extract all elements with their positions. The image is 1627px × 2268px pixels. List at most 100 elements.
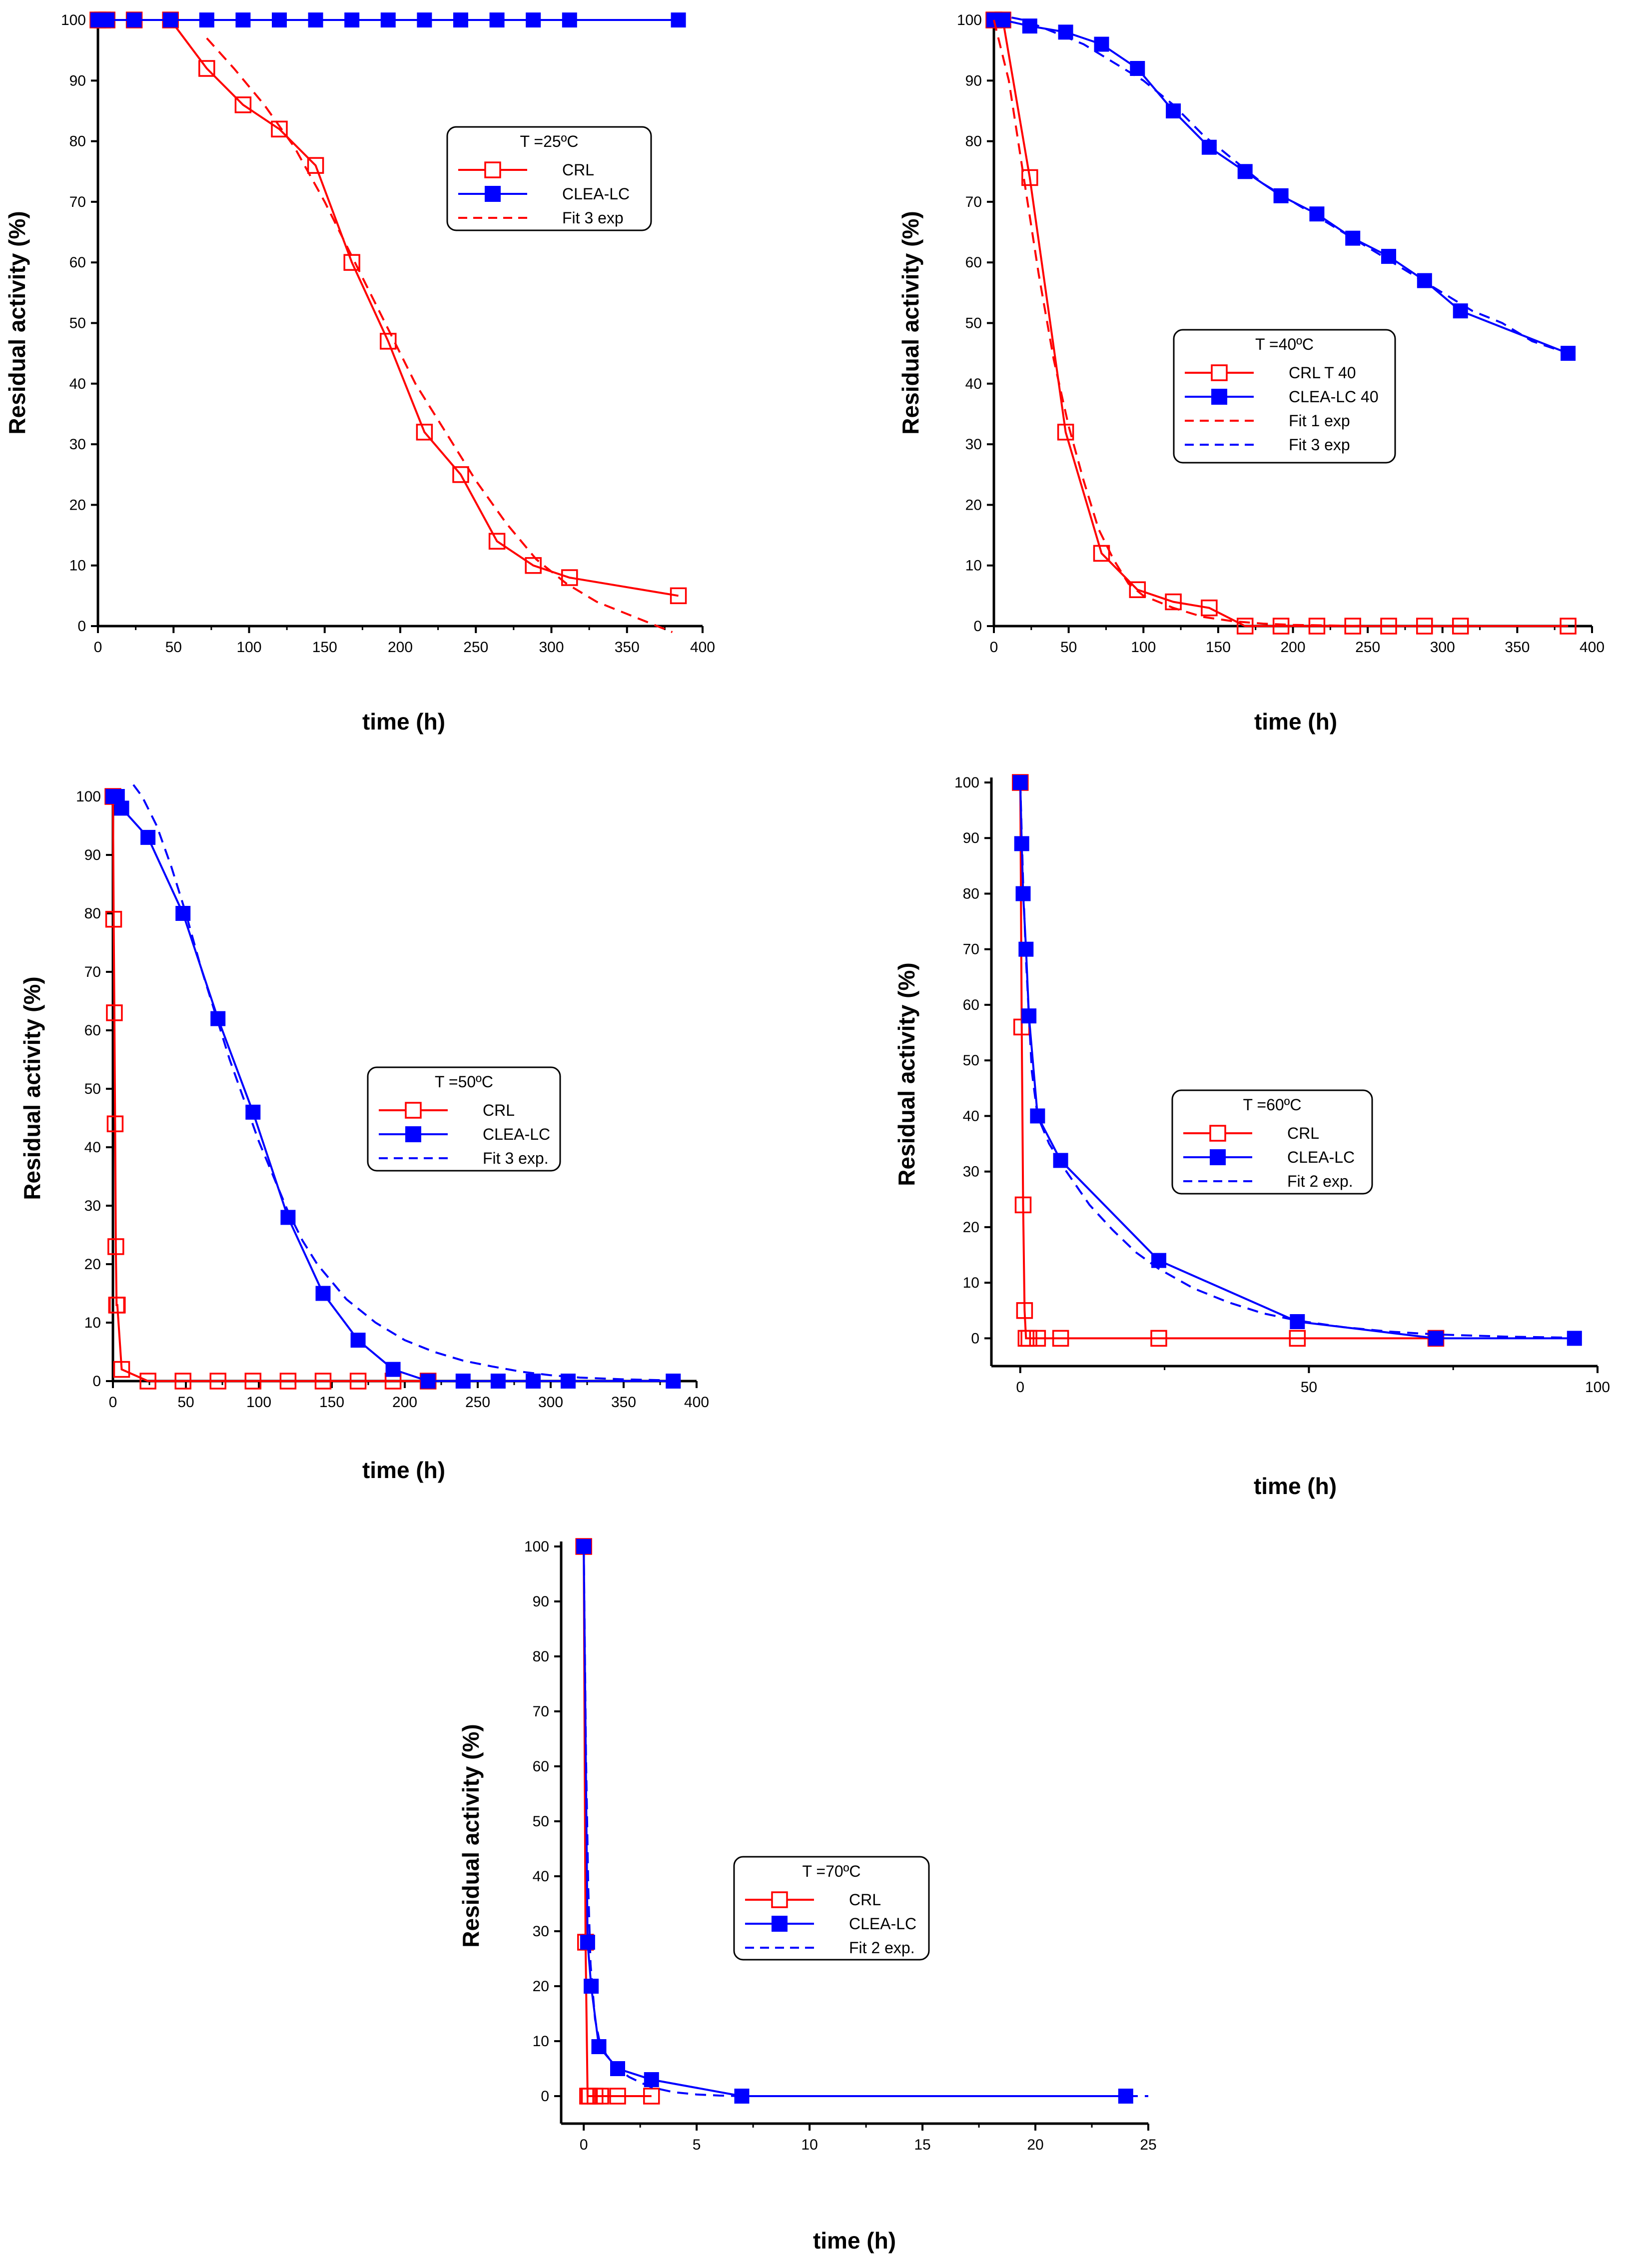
- x-tick-label: 100: [236, 639, 261, 656]
- legend-entry: CRL: [562, 161, 594, 179]
- y-tick-label: 10: [965, 558, 982, 574]
- legend-entry: Fit 2 exp.: [1287, 1172, 1353, 1190]
- series-line-clea-lc: [583, 1546, 1126, 2097]
- x-tick-label: 25: [1140, 2137, 1156, 2153]
- data-point: [1020, 1330, 1037, 1347]
- y-tick-label: 60: [963, 997, 979, 1013]
- y-axis-title: Residual activity (%): [897, 211, 923, 434]
- x-tick-label: 100: [1131, 639, 1156, 656]
- x-axis-title: time (h): [362, 709, 445, 735]
- y-tick-label: 20: [965, 497, 982, 513]
- data-point: [1345, 230, 1361, 246]
- y-axis-title: Residual activity (%): [893, 962, 919, 1186]
- legend: T =70ºC CRL CLEA-LC Fit 2 exp.: [733, 1856, 930, 1961]
- y-tick-label: 60: [533, 1758, 549, 1775]
- legend-entry: Fit 3 exp.: [483, 1149, 549, 1167]
- y-tick-label: 10: [533, 2033, 549, 2050]
- y-tick-label: 70: [533, 1703, 549, 1720]
- x-tick-label: 50: [1060, 639, 1077, 656]
- series-line-fit-2-exp-: [1019, 782, 1575, 1339]
- legend-entry: Fit 3 exp: [562, 209, 624, 227]
- x-axis-title: time (h): [1254, 1473, 1337, 1499]
- y-tick-label: 100: [957, 12, 982, 28]
- data-point: [670, 587, 687, 605]
- legend-box: [367, 1066, 561, 1172]
- x-tick-label: 350: [611, 1394, 636, 1411]
- plot-area: [575, 1538, 1148, 2105]
- x-tick-label: 15: [914, 2137, 930, 2153]
- y-tick-label: 100: [61, 12, 86, 28]
- data-point: [199, 12, 214, 27]
- data-point: [105, 910, 122, 928]
- x-tick-label: 200: [1280, 639, 1305, 656]
- y-tick-label: 80: [533, 1648, 549, 1665]
- data-point: [106, 1115, 124, 1132]
- data-point: [315, 1286, 331, 1301]
- data-point: [314, 1373, 332, 1390]
- legend-entry: CRL T 40: [1289, 364, 1356, 382]
- plot-area: [1012, 774, 1582, 1347]
- y-tick-label: 30: [963, 1164, 979, 1180]
- data-point: [198, 60, 215, 77]
- data-point: [490, 1374, 506, 1389]
- legend-swatch-marker: [1210, 1149, 1226, 1165]
- data-point: [126, 12, 142, 27]
- series-line-fit-3-exp: [206, 37, 673, 633]
- y-tick-label: 70: [965, 194, 982, 210]
- data-point: [385, 1362, 401, 1377]
- legend-swatch-marker: [484, 161, 501, 178]
- chart-panel-3: 0 10 20 30 40 50 60 70 80 90 100 0 50 100 150 200 250 300…: [19, 784, 709, 1483]
- x-tick-label: 5: [693, 2137, 701, 2153]
- legend-entry: Fit 2 exp.: [849, 1939, 915, 1957]
- data-point: [114, 800, 129, 816]
- legend-entry: CLEA-LC: [562, 185, 630, 203]
- data-point: [580, 1935, 595, 1950]
- series-line-fit-1-exp: [993, 19, 1569, 627]
- data-point: [163, 12, 178, 27]
- data-point: [1151, 1253, 1166, 1268]
- chart-panel-2: 0 10 20 30 40 50 60 70 80 90 100 0 50 100 150 200 250 300…: [897, 11, 1605, 735]
- legend-title: T =40ºC: [1255, 335, 1314, 353]
- y-tick-label: 10: [69, 558, 86, 574]
- y-tick-label: 80: [84, 905, 101, 922]
- y-tick-label: 50: [533, 1813, 549, 1830]
- x-tick-label: 50: [177, 1394, 194, 1411]
- x-axis-title: time (h): [813, 2228, 896, 2254]
- legend-box: [446, 126, 652, 231]
- data-point: [106, 1004, 123, 1021]
- data-point: [1308, 618, 1326, 635]
- legend-entry: CRL: [849, 1891, 881, 1909]
- x-tick-label: 400: [684, 1394, 709, 1411]
- y-tick-label: 90: [84, 847, 101, 863]
- data-point: [1273, 188, 1289, 203]
- y-tick-label: 40: [963, 1108, 979, 1124]
- data-point: [526, 12, 541, 27]
- y-tick-label: 30: [965, 436, 982, 453]
- data-point: [1021, 169, 1038, 186]
- data-point: [307, 157, 324, 174]
- data-point: [1452, 618, 1469, 635]
- y-tick-label: 0: [541, 2088, 549, 2105]
- y-tick-label: 20: [533, 1978, 549, 1995]
- data-point: [272, 12, 287, 27]
- legend: T =50ºC CRL CLEA-LC Fit 3 exp.: [367, 1066, 561, 1172]
- legend-title: T =60ºC: [1243, 1096, 1302, 1114]
- data-point: [244, 1373, 262, 1390]
- chart-panel-4: 0 10 20 30 40 50 60 70 80 90 100 0 50 100 time (h) Resi…: [893, 774, 1610, 1499]
- data-point: [1029, 1330, 1046, 1347]
- x-tick-label: 200: [392, 1394, 417, 1411]
- data-point: [234, 96, 252, 113]
- y-tick-label: 50: [84, 1081, 101, 1097]
- x-tick-label: 200: [388, 639, 413, 656]
- x-tick-label: 150: [312, 639, 337, 656]
- x-axis-title: time (h): [1254, 709, 1337, 735]
- legend: T =40ºC CRL T 40 CLEA-LC 40 Fit 1 exp Fit 3 …: [1173, 329, 1396, 464]
- x-tick-label: 0: [580, 2137, 588, 2153]
- legend-title: T =50ºC: [435, 1073, 493, 1091]
- legend-swatch-marker: [405, 1102, 422, 1119]
- data-point: [420, 1374, 436, 1389]
- x-tick-label: 0: [1016, 1379, 1024, 1396]
- data-point: [671, 12, 686, 27]
- legend-entry: CLEA-LC 40: [1289, 388, 1379, 406]
- data-point: [174, 1373, 191, 1390]
